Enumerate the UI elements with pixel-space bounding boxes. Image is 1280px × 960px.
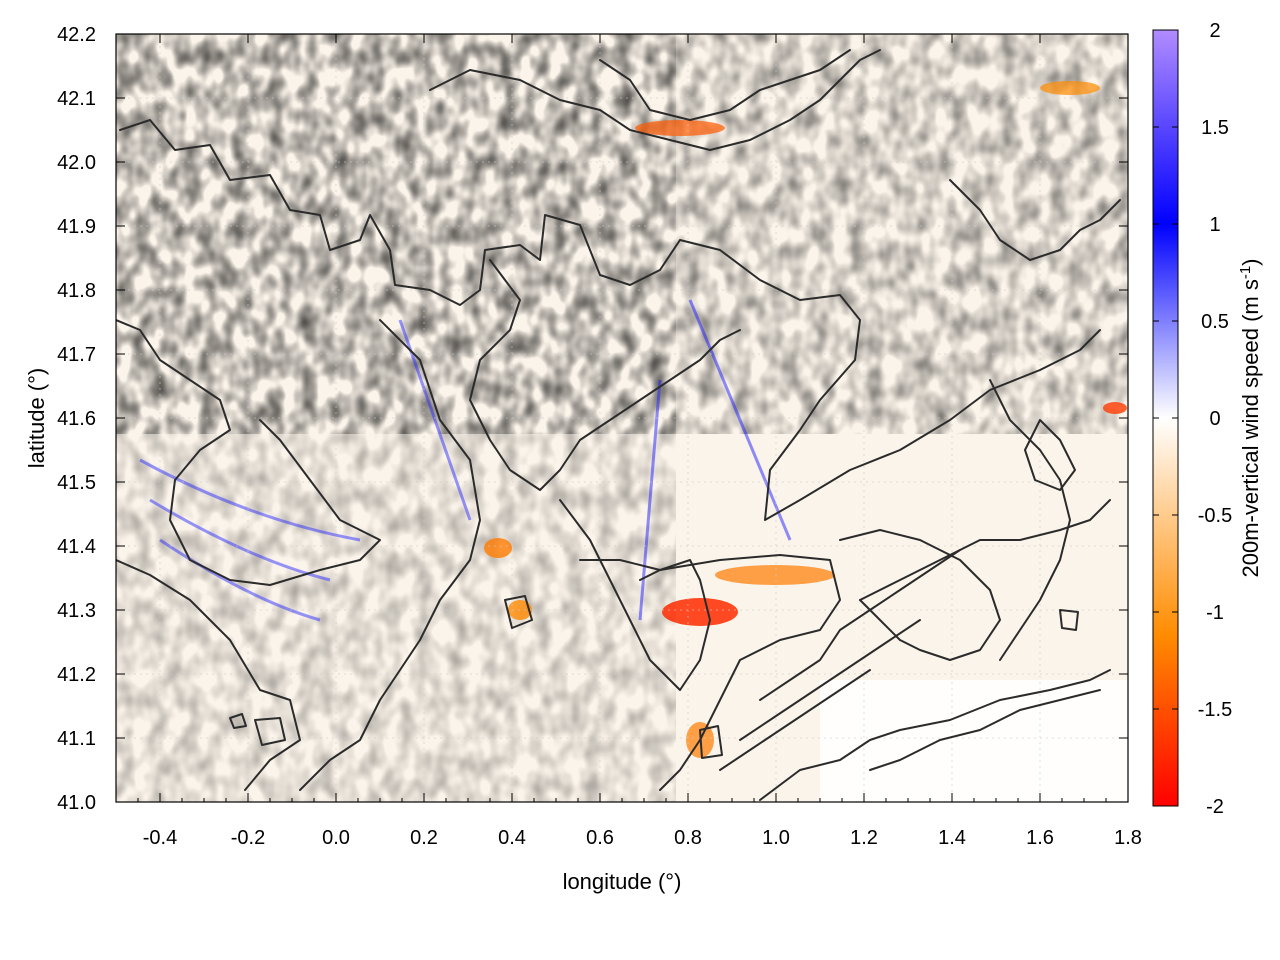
x-tick-label: -0.4 [143, 827, 177, 849]
colorbar-label-sup: -1 [1237, 266, 1254, 279]
colorbar-tick-label: -0.5 [1198, 505, 1232, 527]
colorbar-tick-label: 0 [1209, 408, 1220, 430]
y-tick-label: 41.0 [57, 792, 96, 814]
x-axis: -0.4 -0.2 0.0 0.2 0.4 0.6 0.8 1.0 1.2 1.4 1.6 1.8 [115, 34, 1142, 849]
y-tick-label: 42.0 [57, 152, 96, 174]
y-tick-label: 41.2 [57, 664, 96, 686]
x-tick-label: 1.8 [1114, 827, 1142, 849]
y-tick-label: 42.1 [57, 88, 96, 110]
x-tick-label: 0.0 [322, 827, 350, 849]
y-tick-label: 41.1 [57, 728, 96, 750]
x-tick-label: 0.8 [674, 827, 702, 849]
x-tick-label: 0.2 [410, 827, 438, 849]
colorbar: 2 1.5 1 0.5 0 -0.5 -1 -1.5 -2 200m-vertical wind… [1152, 20, 1263, 818]
y-tick-label: 41.3 [57, 600, 96, 622]
y-axis: 41.0 41.1 41.2 41.3 41.4 41.5 41.6 41.7 41.8 41.9… [57, 24, 1128, 814]
colorbar-label-main: 200m-vertical wind speed (m s [1238, 279, 1263, 577]
y-tick-label: 41.7 [57, 344, 96, 366]
x-tick-label: 0.6 [586, 827, 614, 849]
x-tick-label: 1.6 [1026, 827, 1054, 849]
y-tick-label: 42.2 [57, 24, 96, 46]
x-tick-label: 1.0 [762, 827, 790, 849]
x-tick-label: 1.2 [850, 827, 878, 849]
plot-area [116, 34, 1128, 802]
colorbar-tick-label: 1 [1209, 214, 1220, 236]
heatmap-noise-orange [116, 34, 676, 802]
heatmap-features [139, 81, 1128, 802]
x-axis-title: longitude (°) [563, 869, 682, 894]
y-tick-label: 41.5 [57, 472, 96, 494]
y-tick-label: 41.8 [57, 280, 96, 302]
x-tick-label: -0.2 [231, 827, 265, 849]
colorbar-tick-label: 2 [1209, 20, 1220, 42]
y-tick-label: 41.9 [57, 216, 96, 238]
colorbar-label: 200m-vertical wind speed (m s-1) [1237, 258, 1263, 577]
colorbar-tick-label: -2 [1206, 796, 1224, 818]
colorbar-tick-label: -1 [1206, 602, 1224, 624]
terrain-contours [116, 49, 1121, 801]
y-tick-label: 41.6 [57, 408, 96, 430]
x-tick-label: 1.4 [938, 827, 966, 849]
colorbar-label-end: ) [1238, 258, 1263, 265]
colorbar-tick-label: -1.5 [1198, 699, 1232, 721]
y-tick-label: 41.4 [57, 536, 96, 558]
y-axis-title: latitude (°) [24, 368, 49, 469]
colorbar-tick-label: 1.5 [1201, 117, 1229, 139]
colorbar-tick-label: 0.5 [1201, 311, 1229, 333]
colorbar-axis: 2 1.5 1 0.5 0 -0.5 -1 -1.5 -2 [1153, 20, 1232, 818]
x-tick-label: 0.4 [498, 827, 526, 849]
